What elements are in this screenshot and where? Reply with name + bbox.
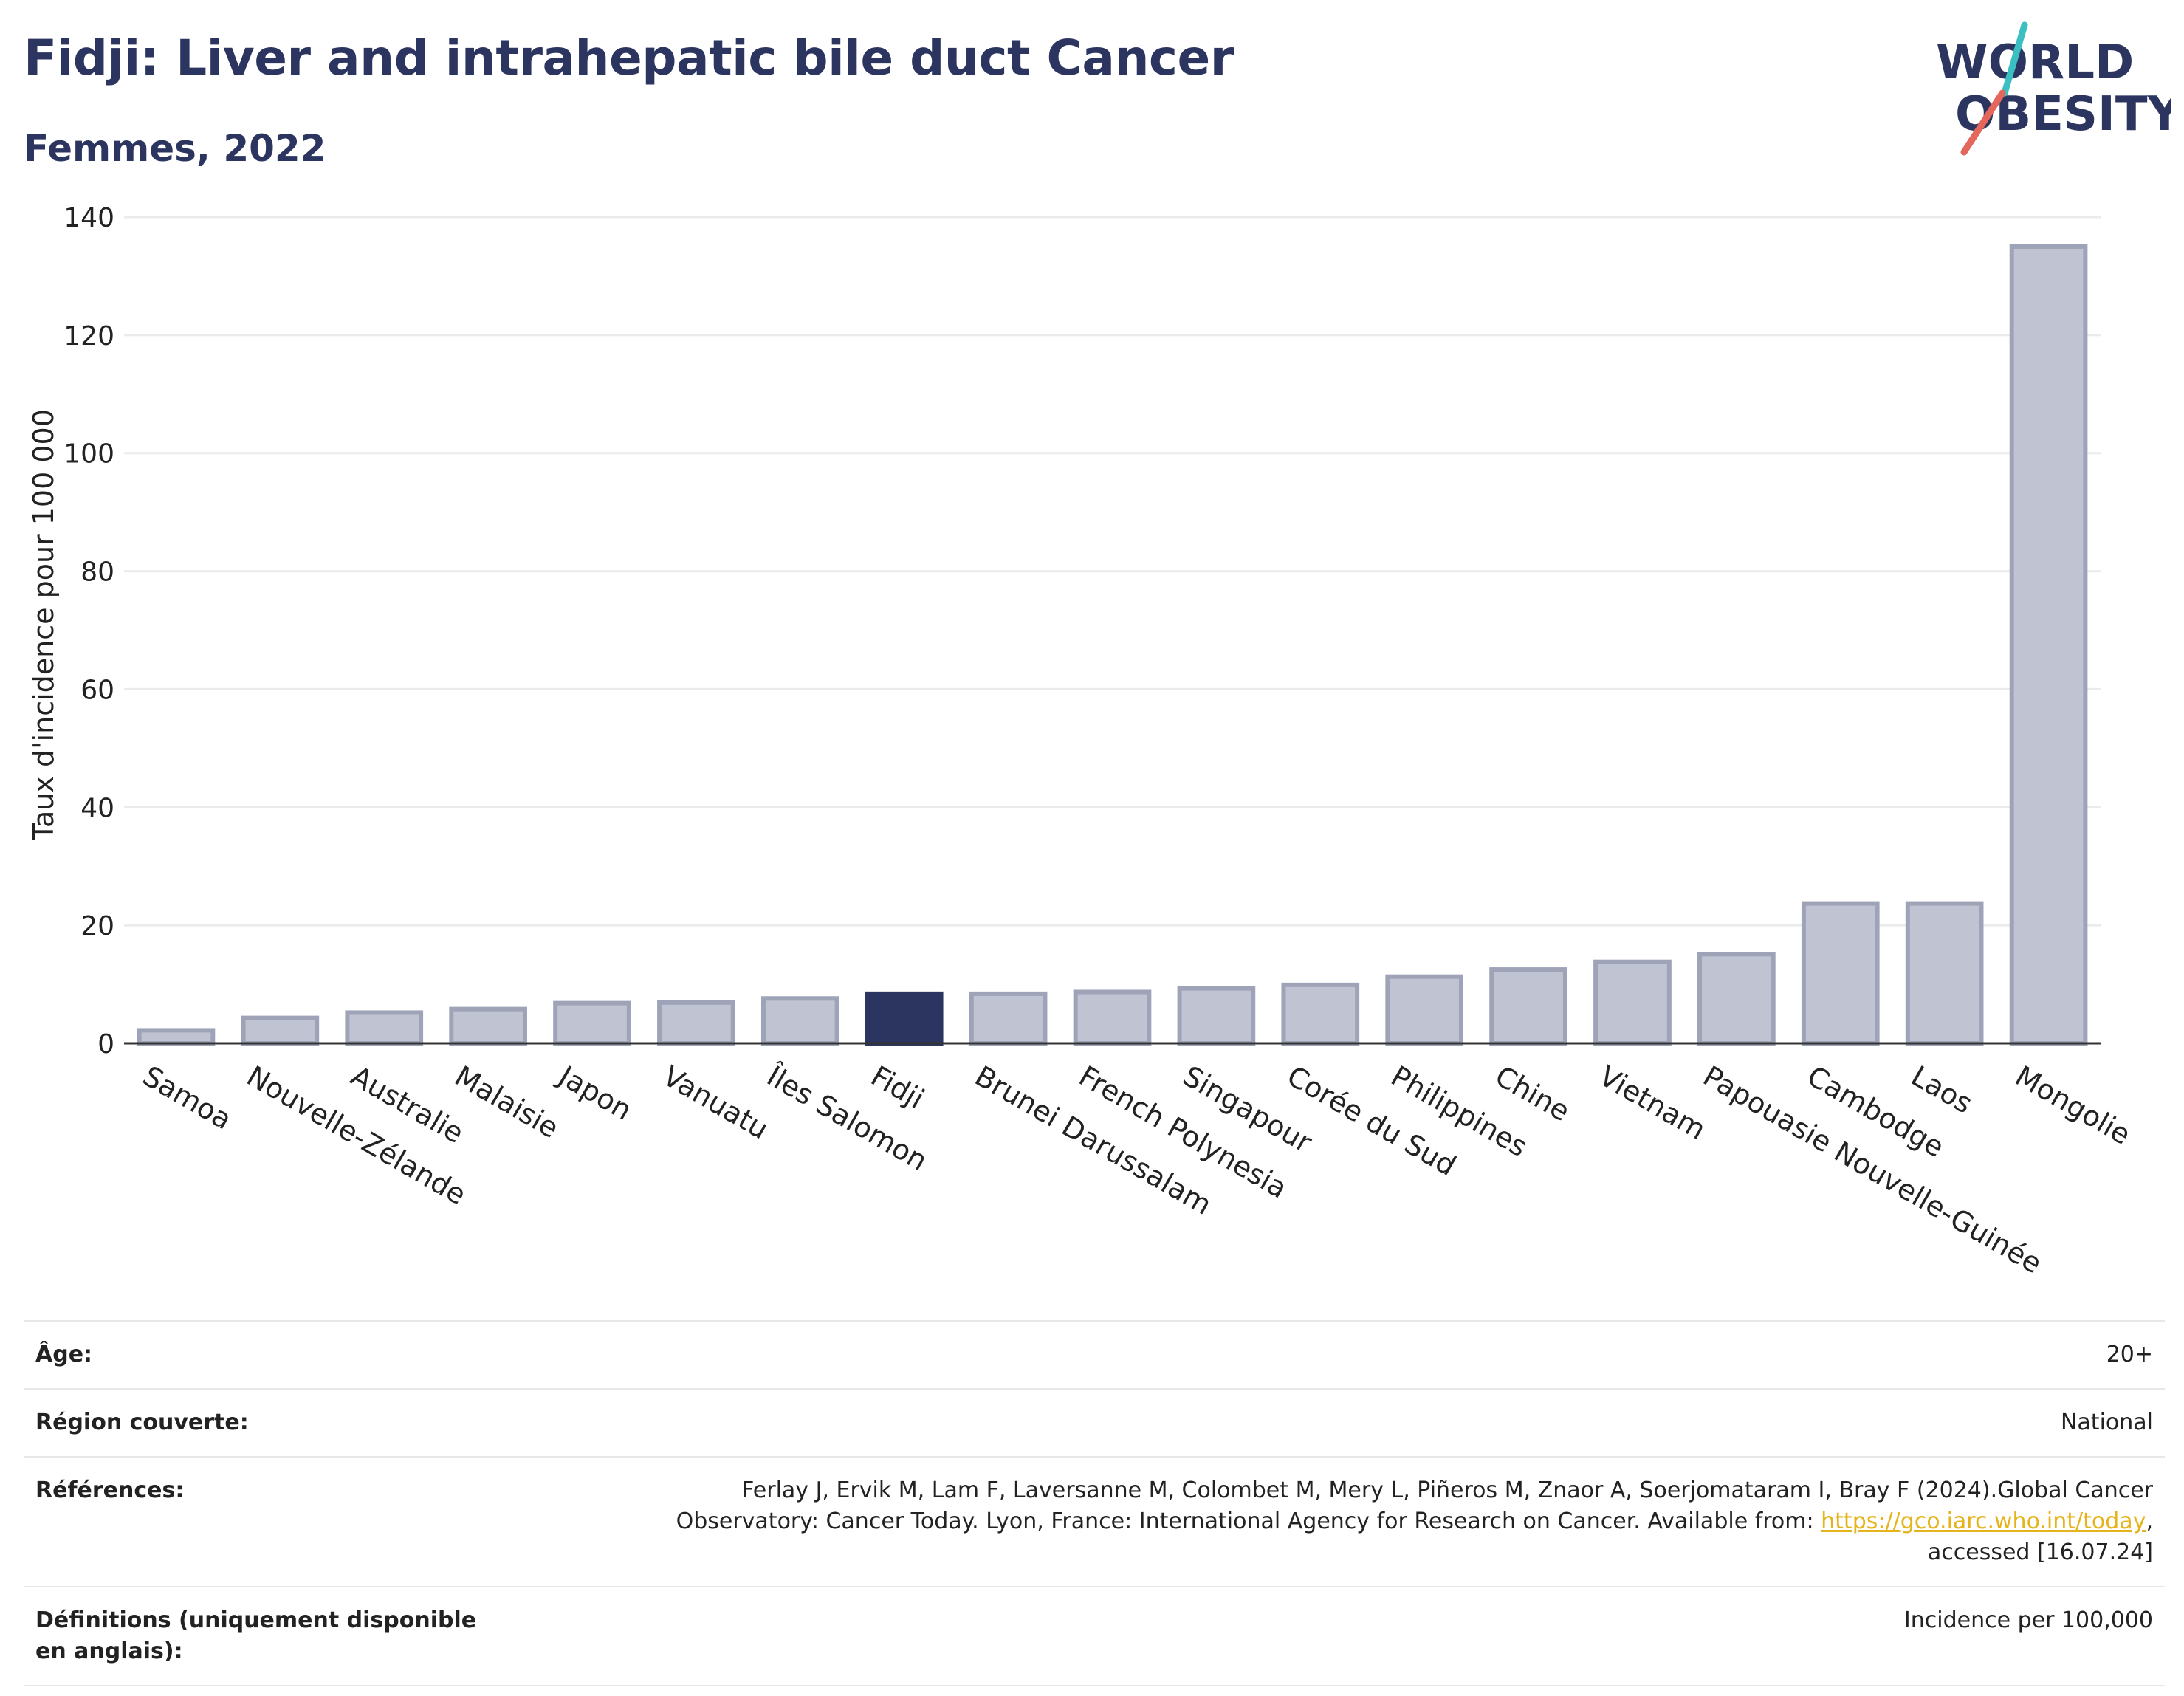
y-tick-label: 40	[80, 793, 114, 823]
bar-laos	[1905, 901, 1984, 1046]
y-tick-label: 100	[63, 439, 114, 470]
bar-chart: 0 20 40 60 80 100 120 140 Samoa Nouvelle-Zélande…	[27, 203, 2136, 1280]
meta-label-region: Région couverte:	[35, 1410, 249, 1435]
meta-value-references: Ferlay J, Ervik M, Lam F, Laversanne M, …	[676, 1475, 2153, 1568]
bars	[137, 244, 2088, 1046]
meta-row-region: Région couverte: National	[24, 1388, 2165, 1456]
meta-row-age: Âge: 20+	[24, 1320, 2165, 1388]
logo-slash-coral	[1960, 89, 2006, 156]
bar-mongolie	[2009, 244, 2088, 1046]
bar-papouasie-nouvelle-guin-e	[1697, 952, 1776, 1046]
bar-fidji	[865, 991, 944, 1046]
metadata-table: Âge: 20+ Région couverte: National Référ…	[24, 1320, 2165, 1686]
bar-samoa	[137, 1028, 216, 1046]
bar-nouvelle-z-lande	[241, 1015, 320, 1046]
y-tick-labels: 0 20 40 60 80 100 120 140	[63, 203, 114, 1060]
meta-value-region: National	[2060, 1410, 2153, 1435]
y-axis-label: Taux d'incidence pour 100 000	[27, 409, 60, 841]
y-tick-label: 80	[80, 557, 114, 588]
bar-japon	[553, 1000, 631, 1046]
x-tick-labels: Samoa Nouvelle-ZélandeAustralieMalaisieJa…	[137, 1059, 2136, 1280]
x-tick-label: Japon	[552, 1059, 637, 1127]
meta-row-references: Références: Ferlay J, Ervik M, Lam F, La…	[24, 1456, 2165, 1586]
bar-cambodge	[1801, 901, 1880, 1046]
bar--les-salomon	[760, 996, 839, 1046]
y-tick-label: 60	[80, 675, 114, 705]
x-tick-label: Mongolie	[2010, 1060, 2136, 1151]
bar-malaisie	[449, 1006, 527, 1046]
world-obesity-logo: WORLD OBESITY	[1936, 21, 2171, 156]
reference-line-3: accessed [16.07.24]	[1927, 1539, 2153, 1565]
meta-label-age: Âge:	[35, 1342, 93, 1367]
bar-chine	[1489, 967, 1567, 1046]
chart-subtitle: Femmes, 2022	[24, 127, 326, 170]
y-tick-label: 120	[63, 321, 114, 351]
meta-value-age: 20+	[2106, 1342, 2153, 1367]
y-tick-label: 0	[97, 1029, 114, 1060]
x-tick-label: Vanuatu	[657, 1060, 774, 1145]
chart-title: Fidji: Liver and intrahepatic bile duct …	[24, 30, 1234, 86]
bar-philippines	[1385, 974, 1464, 1046]
grid-lines	[124, 216, 2101, 927]
x-tick-label: Vietnam	[1593, 1060, 1711, 1146]
logo-slash-teal	[2001, 21, 2028, 97]
x-tick-label: Laos	[1906, 1060, 1978, 1120]
reference-line-1: Ferlay J, Ervik M, Lam F, Laversanne M, …	[741, 1477, 2153, 1503]
bar-french-polynesia	[1073, 989, 1152, 1046]
logo-line1: WORLD	[1936, 35, 2134, 90]
meta-value-definitions: Incidence per 100,000	[1903, 1607, 2153, 1633]
reference-line-2: Observatory: Cancer Today. Lyon, France:…	[676, 1508, 1821, 1534]
bar-vietnam	[1593, 959, 1672, 1046]
y-tick-label: 20	[80, 911, 114, 941]
meta-label-definitions: Définitions (uniquement disponible en an…	[35, 1607, 477, 1664]
bar-brunei-darussalam	[969, 991, 1048, 1046]
reference-link[interactable]: https://gco.iarc.who.int/today	[1821, 1508, 2146, 1534]
y-tick-label: 140	[63, 203, 114, 233]
bar-singapour	[1177, 986, 1256, 1046]
reference-comma: ,	[2146, 1508, 2153, 1534]
meta-row-definitions: Définitions (uniquement disponible en an…	[24, 1586, 2165, 1686]
bar-vanuatu	[657, 1000, 735, 1046]
meta-label-references: Références:	[35, 1477, 185, 1503]
x-tick-label: Fidji	[865, 1060, 930, 1116]
bar-australie	[345, 1010, 424, 1046]
x-tick-label: Malaisie	[450, 1060, 565, 1144]
x-tick-label: Samoa	[137, 1060, 237, 1136]
bar-cor-e-du-sud	[1281, 982, 1360, 1046]
